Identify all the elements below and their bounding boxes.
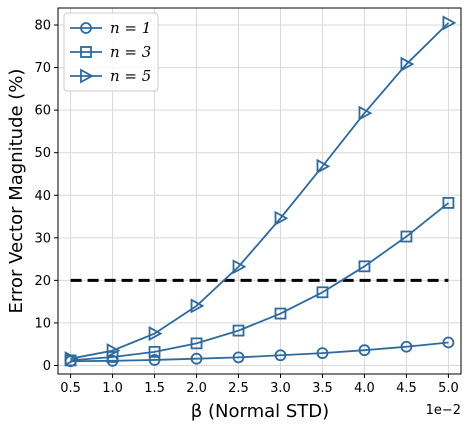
series-line	[70, 22, 450, 360]
y-tick-label: 0	[43, 359, 51, 374]
y-tick-label: 50	[34, 146, 51, 161]
x-tick-label: 4.5	[396, 381, 417, 396]
x-tick-label: 1.5	[144, 381, 165, 396]
data-point	[358, 260, 371, 273]
data-point	[400, 340, 413, 353]
x-axis-ticks: 0.5 1.0 1.5 2.0 2.5 3.0 3.5 4.0 4.5 5.0	[60, 374, 459, 396]
legend-label: n = 1	[110, 19, 151, 37]
y-tick-label: 60	[34, 104, 51, 119]
x-tick-label: 3.0	[270, 381, 291, 396]
series-3	[64, 15, 457, 367]
y-tick-label: 30	[34, 231, 51, 246]
data-point	[358, 105, 373, 121]
data-point	[316, 347, 329, 360]
x-tick-label: 0.5	[60, 381, 81, 396]
x-axis-label: β (Normal STD)	[191, 401, 329, 422]
data-point	[190, 337, 203, 350]
data-point	[274, 307, 287, 320]
x-offset-label: 1e−2	[426, 403, 461, 418]
data-point	[442, 336, 455, 349]
legend-marker	[80, 46, 92, 58]
x-tick-label: 5.0	[438, 381, 459, 396]
y-tick-label: 80	[34, 19, 51, 34]
x-tick-label: 1.0	[102, 381, 123, 396]
data-point	[232, 351, 245, 364]
data-point	[316, 158, 331, 174]
data-point	[232, 259, 247, 275]
plot-frame	[57, 7, 462, 375]
data-point	[190, 352, 203, 365]
legend: n = 1 n = 3 n = 5	[63, 12, 159, 92]
legend-marker	[80, 68, 94, 84]
series-group	[64, 15, 457, 368]
y-tick-label: 40	[34, 189, 51, 204]
x-tick-label: 4.0	[354, 381, 375, 396]
data-point	[442, 15, 457, 31]
data-point	[106, 343, 121, 359]
data-point	[64, 351, 79, 367]
data-point	[274, 349, 287, 362]
data-point	[232, 324, 245, 337]
data-point	[442, 197, 455, 209]
data-point	[148, 345, 161, 358]
data-point	[400, 56, 415, 72]
data-point	[190, 298, 205, 314]
x-tick-label: 2.5	[228, 381, 249, 396]
y-axis-label: Error Vector Magnitude (%)	[6, 69, 27, 314]
legend-label: n = 3	[110, 43, 151, 61]
y-axis-ticks: 0 10 20 30 40 50 60 70 80	[34, 19, 58, 374]
y-tick-label: 20	[34, 274, 51, 289]
series-line	[70, 341, 449, 363]
data-point	[400, 230, 413, 243]
legend-label: n = 5	[110, 67, 151, 85]
series-line	[70, 202, 449, 362]
data-point	[274, 210, 289, 226]
y-tick-label: 70	[34, 61, 51, 76]
data-point	[316, 286, 329, 299]
x-tick-label: 3.5	[312, 381, 333, 396]
legend-marker	[80, 22, 92, 34]
x-tick-label: 2.0	[186, 381, 207, 396]
data-point	[358, 344, 371, 357]
y-tick-label: 10	[34, 316, 51, 331]
data-point	[148, 326, 163, 342]
data-point	[148, 354, 161, 366]
